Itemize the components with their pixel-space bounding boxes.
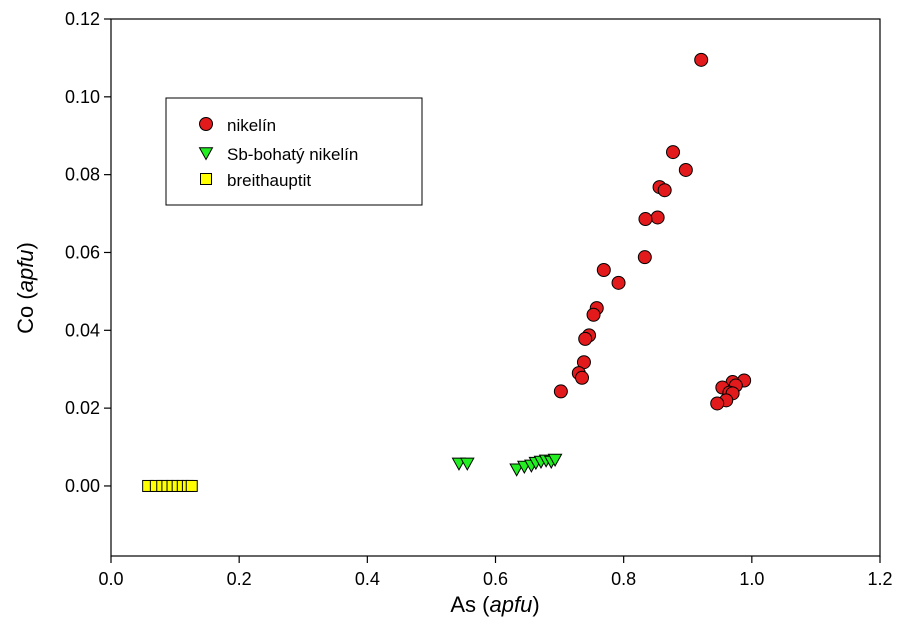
data-point-series-0 (678, 162, 693, 177)
legend-symbols (198, 117, 214, 185)
y-tick-label: 0.04 (65, 320, 100, 340)
data-point-series-1 (547, 453, 563, 468)
data-point-series-0 (553, 384, 568, 399)
legend-label-0: nikelín (227, 116, 276, 135)
y-tick-label: 0.06 (65, 242, 100, 262)
legend-symbol-1 (198, 147, 214, 161)
y-axis: 0.00 0.02 0.04 0.06 0.08 0.10 0.12 (65, 9, 111, 496)
y-axis-title-unit: apfu (13, 249, 38, 292)
data-point-series-0 (694, 52, 709, 67)
data-point-series-0 (666, 145, 681, 160)
x-axis: 0.0 0.2 0.4 0.6 0.8 1.0 1.2 (98, 556, 893, 589)
x-tick-label: 1.0 (739, 569, 764, 589)
data-point-series-0 (578, 331, 593, 346)
legend: nikelín Sb-bohatý nikelín breithauptit (165, 97, 423, 206)
data-markers (142, 52, 752, 492)
y-tick-label: 0.10 (65, 87, 100, 107)
data-point-series-0 (650, 210, 665, 225)
data-point-series-0 (657, 183, 672, 198)
y-tick-label: 0.00 (65, 476, 100, 496)
legend-label-2: breithauptit (227, 171, 311, 190)
x-tick-label: 0.4 (355, 569, 380, 589)
data-point-series-1 (459, 457, 475, 471)
legend-symbol-2 (200, 173, 212, 185)
data-point-series-0 (586, 307, 601, 322)
data-point-series-2 (185, 479, 198, 492)
x-tick-label: 0.6 (483, 569, 508, 589)
y-tick-label: 0.02 (65, 398, 100, 418)
legend-label-1: Sb-bohatý nikelín (227, 145, 358, 164)
x-tick-label: 0.8 (611, 569, 636, 589)
x-tick-label: 0.0 (98, 569, 123, 589)
data-point-series-0 (575, 370, 590, 385)
y-tick-label: 0.08 (65, 165, 100, 185)
x-axis-title: As (apfu) (450, 592, 539, 617)
data-point-series-0 (637, 250, 652, 265)
data-point-series-0 (596, 262, 611, 277)
x-axis-title-unit: apfu (489, 592, 532, 617)
y-axis-title-main: Co (13, 306, 38, 334)
y-tick-label: 0.12 (65, 9, 100, 29)
y-axis-title: Co (apfu) (13, 242, 38, 334)
data-point-series-1 (509, 463, 524, 477)
x-tick-label: 0.2 (227, 569, 252, 589)
x-tick-label: 1.2 (867, 569, 892, 589)
x-axis-title-main: As (450, 592, 476, 617)
legend-symbol-0 (199, 117, 213, 131)
data-point-series-0 (611, 275, 626, 290)
data-point-series-0 (638, 212, 653, 227)
data-point-series-0 (710, 396, 725, 411)
